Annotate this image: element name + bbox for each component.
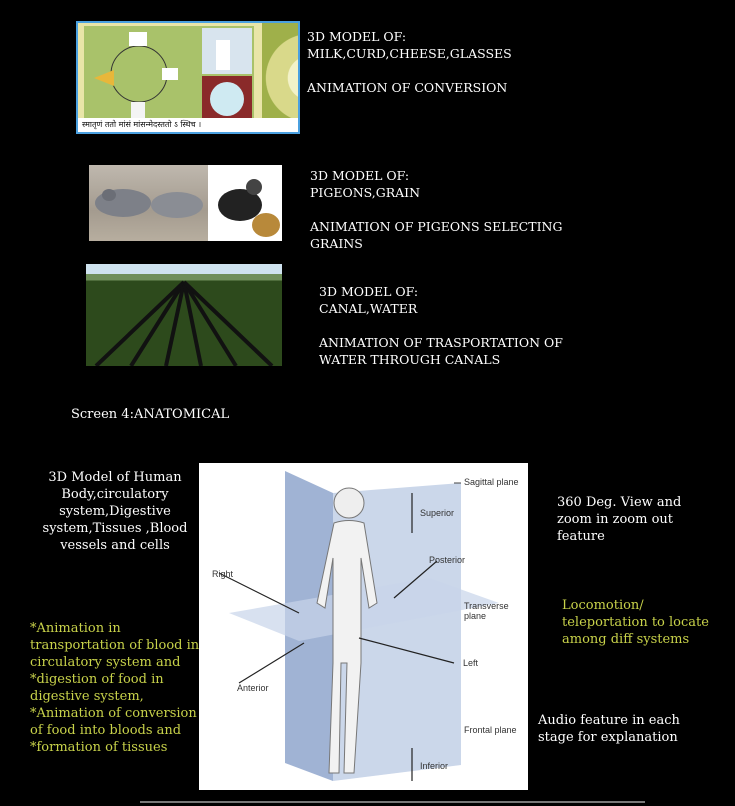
anatomy-model-text: 3D Model of Human Body,circulatory syste… [42, 470, 188, 553]
label-anterior: Anterior [237, 683, 269, 693]
row1-animation: ANIMATION OF CONVERSION [307, 80, 508, 95]
milk-diagram [84, 26, 254, 122]
row1-items: MILK,CURD,CHEESE,GLASSES [307, 46, 512, 61]
row1-heading: 3D MODEL OF: [307, 29, 407, 44]
pigeons-photo [89, 165, 208, 241]
anatomy-animation-text: *Animation in transportation of blood in… [30, 621, 200, 755]
pigeons-image [89, 165, 282, 241]
row3-heading: 3D MODEL OF: [319, 284, 419, 299]
row3-animation: ANIMATION OF TRASPORTATION OF WATER THRO… [319, 335, 563, 367]
label-left: Left [463, 658, 479, 668]
label-superior: Superior [420, 508, 455, 518]
row2-items: PIGEONS,GRAIN [310, 185, 421, 200]
label-frontal: Frontal plane [464, 725, 517, 735]
image-caption: स्मातृणं ततो मांसं मांसन्मेदस्ततो ऽ स्थि… [78, 118, 298, 132]
row2-animation: ANIMATION OF PIGEONS SELECTING GRAINS [310, 219, 563, 251]
pigeon-grain-photo [208, 165, 282, 241]
bottom-divider [140, 801, 645, 803]
view-feature-text: 360 Deg. View and zoom in zoom out featu… [557, 495, 682, 544]
canal-field-image [86, 264, 282, 366]
label-transverse: Transverse plane [464, 601, 509, 621]
anatomical-planes-diagram: Sagittal plane Superior Posterior Right … [199, 463, 528, 790]
screen-title: Screen 4:ANATOMICAL [71, 407, 230, 422]
row2-heading: 3D MODEL OF: [310, 168, 410, 183]
locomotion-text: Locomotion/ teleportation to locate amon… [562, 598, 709, 647]
label-sagittal: Sagittal plane [464, 477, 519, 487]
label-inferior: Inferior [420, 761, 449, 771]
row3-items: CANAL,WATER [319, 301, 418, 316]
audio-feature-text: Audio feature in each stage for explanat… [538, 713, 680, 745]
label-right: Right [212, 569, 234, 579]
label-posterior: Posterior [429, 555, 466, 565]
kiwi-decoration [262, 23, 298, 132]
milk-conversion-image: स्मातृणं ततो मांसं मांसन्मेदस्ततो ऽ स्थि… [76, 21, 300, 134]
